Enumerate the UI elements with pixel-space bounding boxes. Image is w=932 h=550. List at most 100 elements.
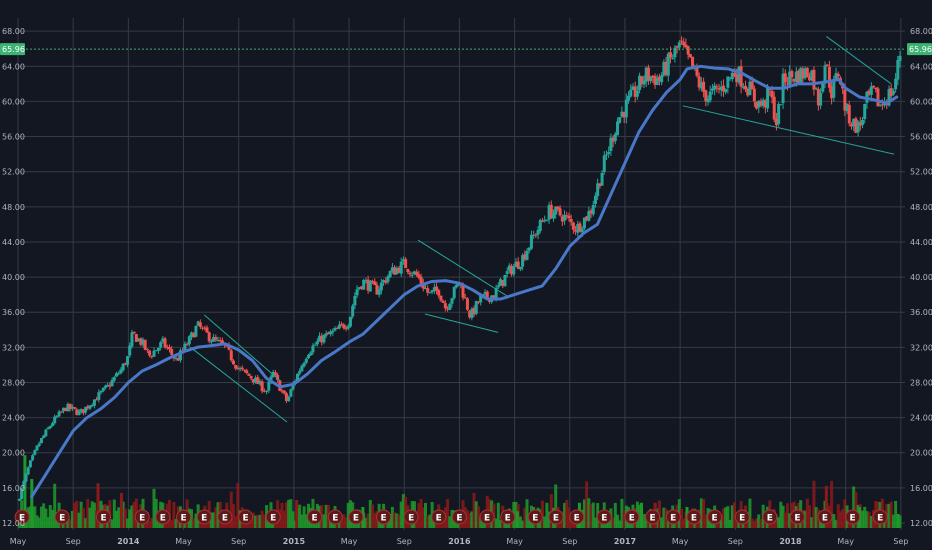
- volume-bar: [582, 499, 586, 528]
- y-tick-label-left: 52.00: [2, 168, 25, 177]
- earnings-label: E: [532, 514, 538, 524]
- candle-body: [534, 234, 538, 236]
- candle-body: [869, 86, 873, 95]
- candle-body: [761, 99, 765, 107]
- volume-bar: [81, 507, 85, 528]
- volume-bar: [785, 503, 789, 528]
- candle-body: [613, 133, 617, 142]
- price-tag-value: 65.96: [2, 45, 25, 54]
- candle-body: [313, 344, 317, 346]
- volume-bar: [781, 505, 785, 528]
- candle-body: [150, 356, 154, 358]
- earnings-circle: [431, 509, 447, 525]
- candle-body: [159, 342, 163, 348]
- volume-bar: [682, 518, 686, 528]
- y-tick-label-left: 60.00: [2, 97, 25, 106]
- volume-bar: [50, 509, 54, 528]
- earnings-label: E: [312, 514, 318, 524]
- candle-body: [66, 403, 70, 412]
- candle-body: [236, 368, 240, 370]
- candle-body: [596, 183, 600, 197]
- volume-bar: [521, 520, 525, 528]
- axes: 12.00 12.00 16.00 16.00 20.00 20.00 24.00 24.00…: [2, 27, 932, 546]
- candle-body: [631, 86, 635, 90]
- earnings-label: E: [332, 514, 338, 524]
- volume-bar: [523, 507, 527, 528]
- candle-body: [532, 234, 536, 236]
- candle-body: [260, 381, 264, 392]
- y-tick-label-right: 40.00: [910, 273, 932, 282]
- volume-bar: [585, 481, 589, 528]
- volume-bar: [834, 519, 838, 528]
- candle-body: [785, 83, 789, 85]
- candle-body: [121, 363, 125, 371]
- volume-bar: [172, 502, 176, 528]
- volume-bar: [593, 517, 597, 528]
- candle-body: [243, 369, 247, 371]
- candle-body: [88, 405, 92, 409]
- candle-body: [635, 90, 639, 97]
- volume-bar: [810, 517, 814, 528]
- candle-body: [730, 72, 734, 80]
- candle-body: [81, 409, 85, 413]
- volume-bar: [44, 508, 48, 528]
- volume-bar: [289, 499, 293, 528]
- volume-bar: [77, 512, 81, 528]
- candle-body: [280, 390, 284, 392]
- volume-bar: [68, 519, 72, 528]
- price-tags: 65.96 65.96: [0, 43, 932, 56]
- y-tick-label-left: 28.00: [2, 378, 25, 387]
- candle-body: [567, 215, 571, 219]
- volume-bar: [750, 518, 754, 528]
- volume-bar: [373, 513, 377, 528]
- candle-body: [106, 384, 110, 386]
- candle-body: [604, 154, 608, 156]
- earnings-marker: E: [845, 509, 861, 525]
- candle-body: [165, 346, 169, 348]
- candle-body: [832, 80, 836, 98]
- volume-spike: [30, 479, 34, 528]
- candle-body: [576, 223, 580, 233]
- earnings-marker: E: [624, 509, 640, 525]
- volume-spike: [824, 486, 828, 528]
- candle-body: [269, 376, 273, 382]
- volume-bar: [300, 514, 304, 528]
- candle-body: [126, 356, 130, 365]
- candle-body: [337, 324, 341, 329]
- candle-body: [713, 85, 717, 90]
- volume-bar: [247, 520, 251, 528]
- candle-body: [276, 375, 280, 380]
- volume-bar: [589, 504, 593, 528]
- volume-bar: [79, 501, 83, 528]
- candle-body: [28, 460, 32, 468]
- candle-body: [154, 350, 158, 352]
- earnings-circle: [665, 509, 681, 525]
- candle-body: [201, 327, 205, 329]
- candle-body: [57, 411, 61, 417]
- y-tick-label-left: 44.00: [2, 238, 25, 247]
- candle-body: [148, 350, 152, 356]
- candle-body: [624, 99, 628, 118]
- candle-body: [655, 78, 659, 86]
- volume-spike: [119, 493, 123, 528]
- x-tick-label: Sep: [562, 537, 577, 546]
- candle-body: [251, 379, 255, 383]
- volume-bar: [470, 511, 474, 528]
- candle-body: [439, 295, 443, 301]
- earnings-marker: E: [789, 509, 805, 525]
- earnings-label: E: [100, 514, 106, 524]
- y-tick-label-right: 56.00: [910, 133, 932, 142]
- candle-body: [512, 266, 516, 275]
- volume-bar: [282, 510, 286, 528]
- candle-body: [216, 339, 220, 341]
- volume-bar: [209, 512, 213, 528]
- volume-bar: [249, 519, 253, 528]
- candle-body: [220, 340, 224, 344]
- candle-body: [887, 89, 891, 106]
- candle-body: [748, 81, 752, 96]
- candle-body: [880, 104, 884, 106]
- x-tick-label: 2014: [117, 537, 140, 546]
- volume-bar: [393, 512, 397, 528]
- earnings-marker: E: [645, 509, 661, 525]
